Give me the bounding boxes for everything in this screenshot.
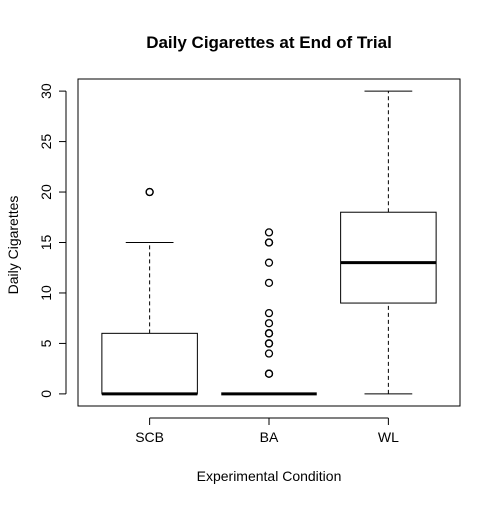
- box-iqr: [340, 211, 437, 304]
- x-axis-label: Experimental Condition: [197, 468, 342, 484]
- plot-area: 0 5 10 15 20 25 30 SCB BA WL: [38, 78, 461, 445]
- y-tick-label: 30: [38, 83, 54, 99]
- chart-title: Daily Cigarettes at End of Trial: [146, 33, 392, 52]
- x-tick-label: BA: [260, 429, 279, 445]
- outlier-point: [264, 369, 274, 378]
- outlier-point: [264, 238, 274, 247]
- outlier-point: [264, 258, 274, 267]
- outlier-point: [264, 319, 274, 328]
- x-tick-label: WL: [378, 429, 399, 445]
- outlier-point: [264, 349, 274, 358]
- outlier-point: [264, 308, 274, 318]
- plot-frame: [77, 78, 461, 407]
- y-tick-label: 20: [38, 184, 54, 200]
- y-tick-label: 10: [38, 285, 54, 301]
- y-tick-label: 25: [38, 134, 54, 150]
- outlier-point: [264, 228, 274, 237]
- y-tick-label: 0: [38, 390, 54, 398]
- outlier-point: [145, 187, 154, 197]
- outlier-point: [264, 339, 274, 348]
- y-tick-label: 5: [38, 339, 54, 347]
- outlier-point: [264, 329, 274, 338]
- y-axis-label: Daily Cigarettes: [5, 196, 21, 295]
- x-tick-label: SCB: [135, 429, 164, 445]
- box-iqr: [101, 332, 198, 395]
- y-tick-label: 15: [38, 235, 54, 251]
- outlier-point: [264, 278, 274, 288]
